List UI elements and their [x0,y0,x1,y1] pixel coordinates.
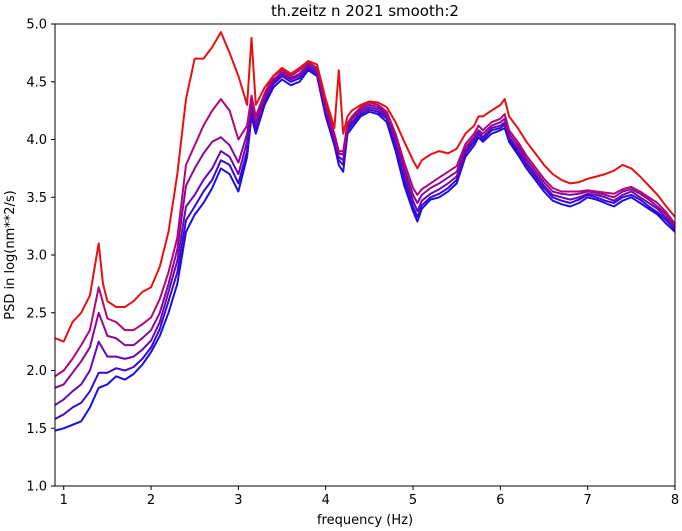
y-tick-label: 1.0 [26,480,47,495]
y-tick-label: 5.0 [26,18,47,33]
y-tick-label: 3.0 [26,249,47,264]
x-tick-label: 5 [409,493,417,508]
psd-series-line-5 [55,61,675,378]
x-axis-label: frequency (Hz) [317,513,413,528]
y-tick-label: 2.0 [26,364,47,379]
x-tick-label: 3 [234,493,242,508]
psd-series-line-6 [55,31,675,343]
x-tick-label: 8 [671,493,679,508]
x-axis: 1 2 3 4 5 6 7 8 [60,486,679,508]
series-layer [55,31,675,432]
plot-frame [54,23,676,487]
y-axis-label: PSD in log(nm**2/s) [3,190,18,320]
x-tick-label: 7 [584,493,592,508]
y-tick-label: 2.5 [26,306,47,321]
x-tick-label: 1 [60,493,68,508]
chart-title: th.zeitz n 2021 smooth:2 [271,2,459,20]
psd-series-line-4 [55,63,675,389]
y-tick-label: 4.5 [26,75,47,90]
psd-series-line-2 [55,66,675,420]
psd-series-line-3 [55,65,675,406]
x-tick-label: 6 [496,493,504,508]
y-tick-label: 3.5 [26,191,47,206]
x-tick-label: 4 [322,493,330,508]
y-tick-label: 4.0 [26,133,47,148]
x-tick-label: 2 [147,493,155,508]
psd-series-line-1 [55,69,675,432]
y-axis: 1.0 1.5 2.0 2.5 3.0 3.5 4.0 4.5 5.0 [26,18,55,495]
y-tick-label: 1.5 [26,422,47,437]
